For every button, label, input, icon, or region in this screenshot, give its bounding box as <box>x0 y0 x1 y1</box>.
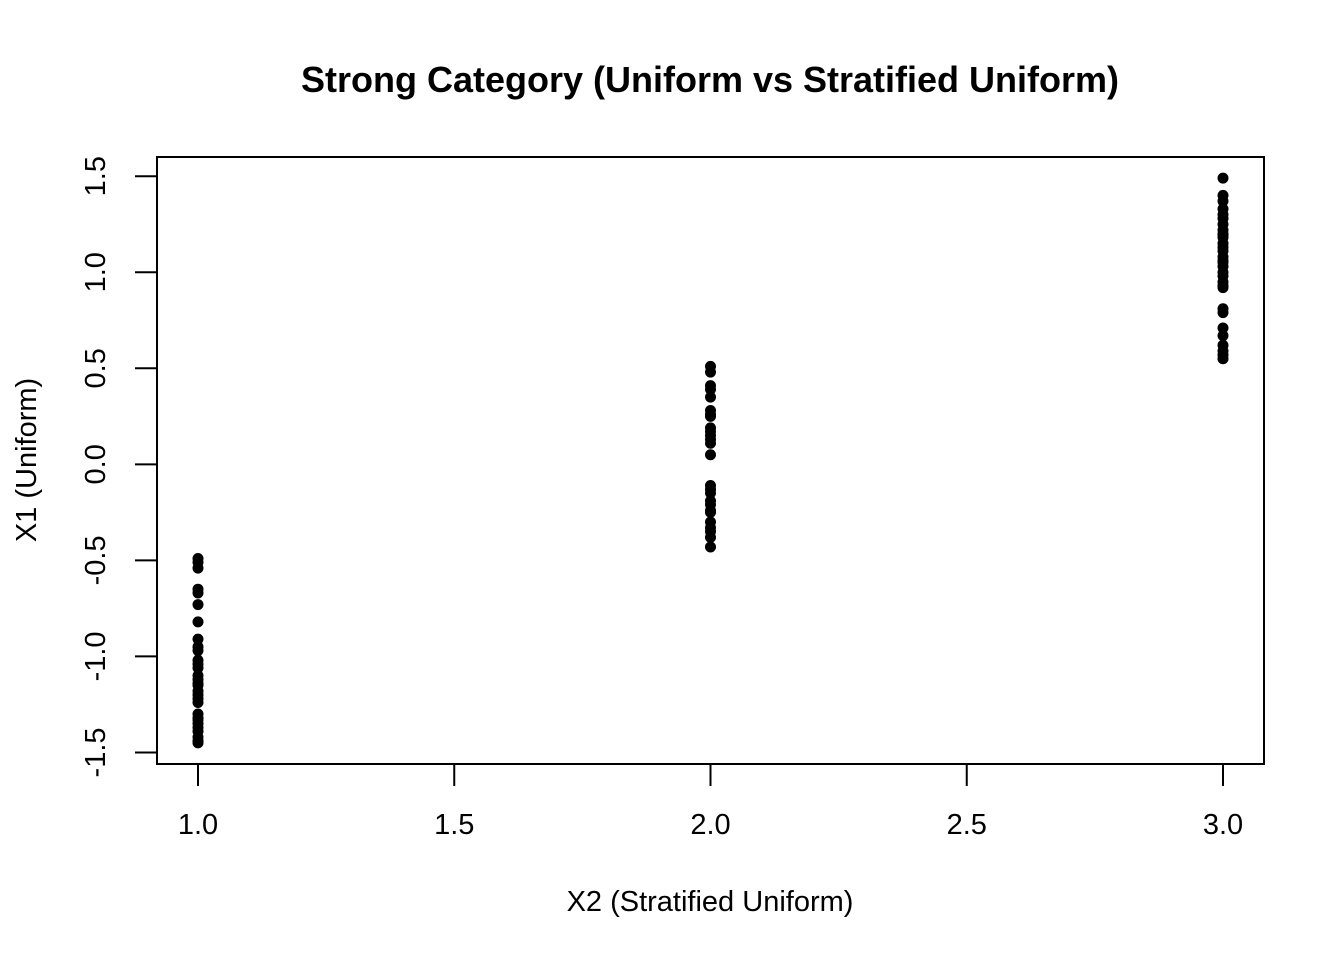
y-tick-label: -1.0 <box>80 631 112 681</box>
data-point <box>705 487 716 499</box>
data-point <box>705 437 716 449</box>
data-point <box>1217 255 1229 267</box>
x-axis: 1.0 1.5 2.0 2.5 3.0 <box>178 763 1243 841</box>
data-point <box>192 587 204 599</box>
data-point <box>705 383 716 395</box>
data-point <box>705 408 716 420</box>
data-point <box>705 391 716 403</box>
data-point <box>705 366 716 378</box>
data-point <box>1217 353 1229 365</box>
data-point <box>1217 195 1229 207</box>
data-point <box>192 616 204 628</box>
y-axis: -1.5 -1.0 -0.5 0.0 0.5 1.0 1.5 <box>80 156 158 777</box>
data-point <box>192 599 204 611</box>
data-point <box>1217 330 1229 342</box>
x-tick-label: 3.0 <box>1203 809 1243 841</box>
data-point <box>1217 230 1229 242</box>
data-point <box>192 737 204 749</box>
data-point <box>1217 307 1229 319</box>
data-point <box>1217 282 1229 294</box>
data-point <box>705 430 716 442</box>
x-axis-label: X2 (Stratified Uniform) <box>567 886 854 918</box>
y-tick-label: -1.5 <box>80 727 112 777</box>
x-tick-label: 2.0 <box>690 809 730 841</box>
data-point <box>192 662 204 674</box>
y-axis-label: X1 (Uniform) <box>11 378 43 542</box>
data-point <box>192 645 204 657</box>
data-point <box>705 449 716 461</box>
data-point <box>192 633 204 645</box>
y-tick-label: -0.5 <box>80 535 112 585</box>
plot-frame <box>156 156 1265 765</box>
y-tick-label: 1.5 <box>80 156 112 196</box>
data-point <box>192 697 204 709</box>
y-tick-label: 0.5 <box>80 348 112 388</box>
x-tick-label: 2.5 <box>947 809 987 841</box>
x-tick-label: 1.0 <box>178 809 218 841</box>
data-point <box>192 714 204 726</box>
data-point <box>705 504 716 516</box>
chart-title: Strong Category (Uniform vs Stratified U… <box>301 59 1119 100</box>
data-points <box>192 172 1229 749</box>
data-point <box>1217 322 1229 334</box>
data-point <box>705 531 716 543</box>
x-tick-label: 1.5 <box>434 809 474 841</box>
data-point <box>192 562 204 574</box>
data-point <box>705 541 716 553</box>
y-tick-label: 1.0 <box>80 252 112 292</box>
y-tick-label: 0.0 <box>80 444 112 484</box>
data-point <box>1217 172 1229 184</box>
